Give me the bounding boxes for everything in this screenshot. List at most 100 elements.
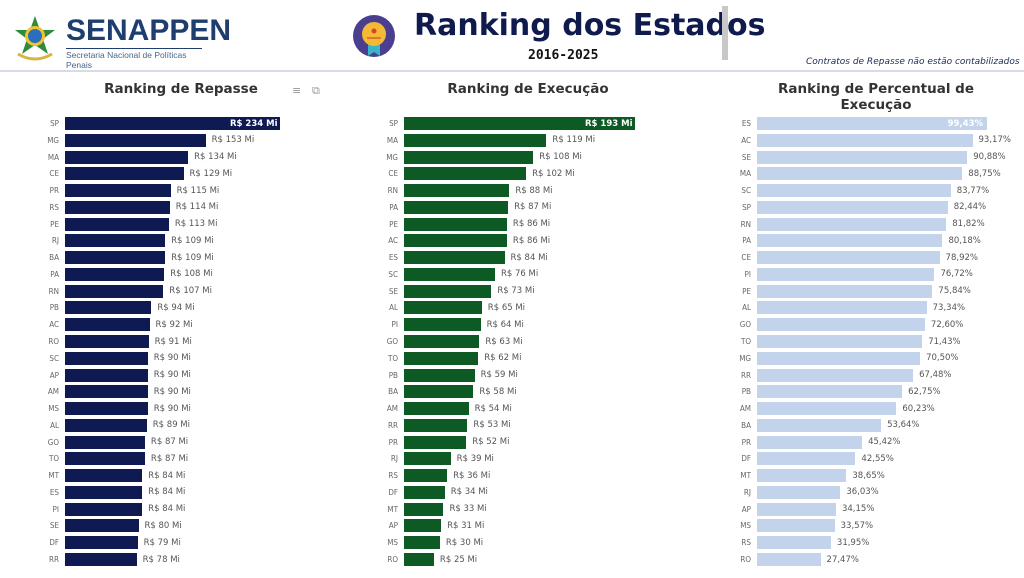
category-label: CE bbox=[49, 169, 59, 179]
category-label: RS bbox=[388, 471, 398, 481]
data-label: R$ 86 Mi bbox=[512, 219, 551, 230]
bar[interactable] bbox=[757, 318, 925, 332]
category-label: RR bbox=[741, 370, 751, 380]
category-label: SE bbox=[49, 521, 59, 531]
bar[interactable] bbox=[404, 217, 507, 231]
bar[interactable] bbox=[757, 351, 921, 365]
bar[interactable] bbox=[65, 133, 206, 147]
bar[interactable] bbox=[757, 553, 821, 567]
bar[interactable] bbox=[65, 184, 171, 198]
category-label: AP bbox=[388, 521, 398, 531]
bar[interactable] bbox=[65, 351, 148, 365]
bar[interactable] bbox=[757, 284, 933, 298]
bar[interactable] bbox=[65, 217, 169, 231]
bar[interactable] bbox=[404, 452, 451, 466]
bar[interactable] bbox=[65, 502, 143, 516]
bar[interactable] bbox=[65, 553, 137, 567]
data-label: R$ 113 Mi bbox=[174, 219, 218, 230]
bar[interactable] bbox=[65, 167, 184, 181]
bar[interactable] bbox=[404, 284, 492, 298]
filter-icon[interactable]: ≡ bbox=[292, 84, 302, 97]
bar[interactable] bbox=[404, 368, 475, 382]
bar[interactable] bbox=[65, 150, 189, 164]
bar[interactable] bbox=[65, 402, 148, 416]
bar[interactable] bbox=[757, 485, 841, 499]
data-label: R$ 87 Mi bbox=[514, 202, 552, 213]
bar[interactable] bbox=[404, 536, 440, 550]
bar[interactable] bbox=[65, 368, 148, 382]
bar[interactable] bbox=[65, 519, 139, 533]
data-label: 67,48% bbox=[919, 370, 952, 381]
bar[interactable] bbox=[757, 150, 968, 164]
bar[interactable] bbox=[65, 418, 147, 432]
bar[interactable] bbox=[404, 435, 467, 449]
bar[interactable] bbox=[65, 267, 165, 281]
bar[interactable] bbox=[757, 502, 836, 516]
category-label: ES bbox=[741, 119, 751, 128]
bar[interactable] bbox=[404, 200, 509, 214]
bar[interactable] bbox=[757, 251, 940, 265]
bar[interactable] bbox=[65, 318, 150, 332]
bar[interactable] bbox=[65, 435, 145, 449]
bar[interactable] bbox=[757, 402, 897, 416]
bar[interactable] bbox=[757, 200, 948, 214]
bar[interactable] bbox=[404, 485, 445, 499]
bar[interactable] bbox=[757, 267, 935, 281]
bar[interactable] bbox=[404, 184, 510, 198]
bar[interactable] bbox=[65, 284, 164, 298]
bar[interactable] bbox=[757, 133, 973, 147]
data-label: R$ 90 Mi bbox=[153, 386, 191, 397]
bar[interactable] bbox=[404, 133, 547, 147]
bar[interactable] bbox=[757, 536, 831, 550]
category-label: RS bbox=[741, 538, 751, 548]
bar[interactable] bbox=[757, 469, 847, 483]
bar[interactable] bbox=[404, 318, 481, 332]
category-label: PB bbox=[388, 370, 398, 380]
bar[interactable] bbox=[65, 117, 280, 130]
bar[interactable] bbox=[757, 167, 963, 181]
bar[interactable] bbox=[65, 301, 152, 315]
bar[interactable] bbox=[65, 385, 148, 399]
bar[interactable] bbox=[757, 452, 856, 466]
category-label: PI bbox=[744, 269, 751, 279]
bar[interactable] bbox=[404, 117, 635, 130]
bar[interactable] bbox=[404, 234, 507, 248]
bar[interactable] bbox=[65, 536, 138, 550]
bar[interactable] bbox=[757, 519, 835, 533]
category-label: SP bbox=[742, 202, 751, 212]
bar[interactable] bbox=[757, 335, 923, 348]
bar[interactable] bbox=[65, 251, 166, 265]
bar[interactable] bbox=[404, 267, 495, 281]
bar[interactable] bbox=[404, 502, 444, 516]
bar[interactable] bbox=[65, 485, 143, 499]
bar[interactable] bbox=[404, 385, 474, 399]
bar[interactable] bbox=[404, 335, 480, 348]
bar[interactable] bbox=[404, 553, 434, 567]
bar[interactable] bbox=[757, 234, 943, 248]
bar[interactable] bbox=[404, 351, 479, 365]
bar[interactable] bbox=[404, 402, 469, 416]
bar[interactable] bbox=[65, 234, 166, 248]
bar[interactable] bbox=[404, 167, 527, 181]
bar[interactable] bbox=[757, 418, 882, 432]
bar[interactable] bbox=[404, 150, 534, 164]
bar[interactable] bbox=[404, 519, 442, 533]
bar[interactable] bbox=[404, 251, 505, 265]
data-label: R$ 92 Mi bbox=[155, 319, 193, 330]
bar[interactable] bbox=[65, 200, 170, 214]
bar[interactable] bbox=[757, 385, 903, 399]
bar[interactable] bbox=[65, 469, 143, 483]
bar[interactable] bbox=[404, 418, 468, 432]
bar[interactable] bbox=[65, 335, 149, 348]
bar[interactable] bbox=[65, 452, 145, 466]
bar[interactable] bbox=[757, 368, 914, 382]
bar[interactable] bbox=[757, 217, 947, 231]
bar[interactable] bbox=[757, 184, 951, 198]
focus-mode-icon[interactable]: ⧉ bbox=[312, 84, 320, 97]
bar[interactable] bbox=[757, 117, 987, 130]
bar[interactable] bbox=[757, 435, 863, 449]
bar[interactable] bbox=[404, 301, 482, 315]
category-label: BA bbox=[49, 253, 59, 263]
bar[interactable] bbox=[757, 301, 927, 315]
bar[interactable] bbox=[404, 469, 448, 483]
